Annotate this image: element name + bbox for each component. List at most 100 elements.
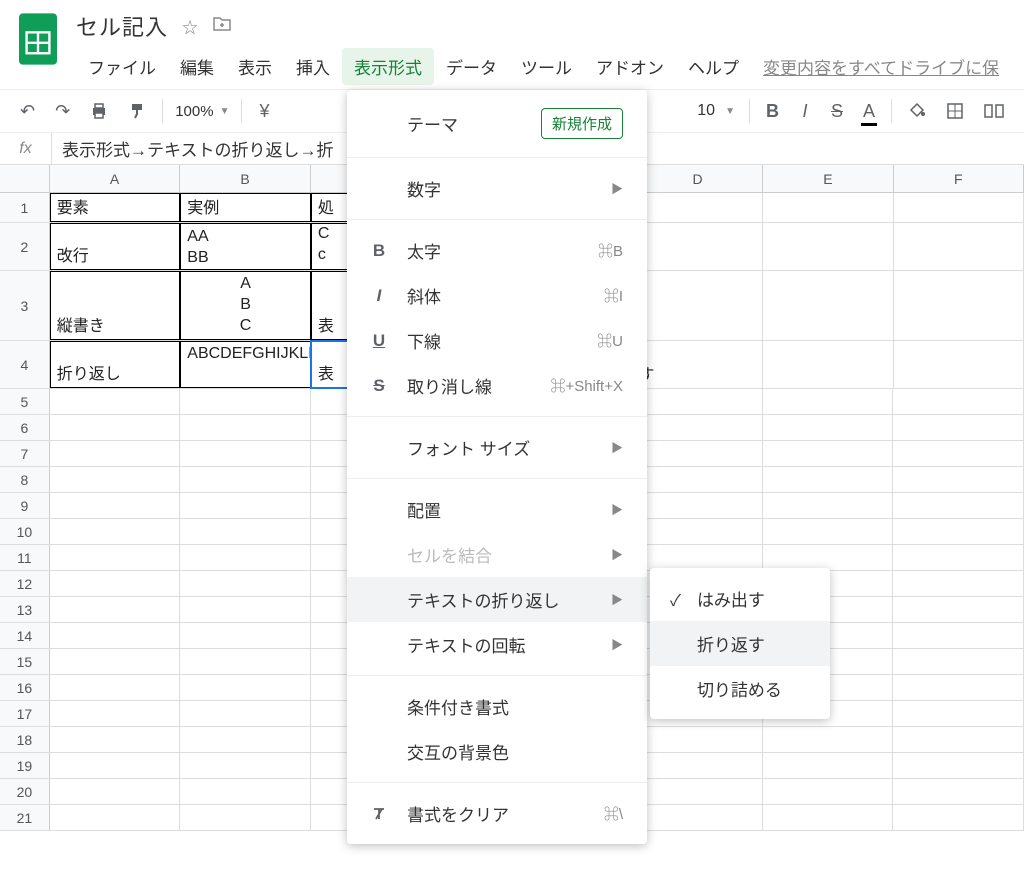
cell[interactable] [763, 805, 894, 830]
cell[interactable] [763, 493, 894, 518]
cell[interactable] [50, 753, 181, 778]
cell[interactable] [180, 805, 311, 830]
row-header[interactable]: 11 [0, 545, 50, 570]
row-header[interactable]: 10 [0, 519, 50, 544]
cell[interactable] [632, 193, 763, 222]
cell[interactable] [763, 193, 894, 222]
cell[interactable] [763, 753, 894, 778]
row-header[interactable]: 4 [0, 341, 50, 388]
row-header[interactable]: 7 [0, 441, 50, 466]
cell[interactable] [763, 223, 894, 270]
cell[interactable] [50, 597, 181, 622]
cell[interactable] [893, 779, 1024, 804]
borders-button[interactable] [938, 96, 972, 126]
wrap-clip[interactable]: ✓切り詰める [650, 666, 830, 711]
row-header[interactable]: 14 [0, 623, 50, 648]
cell[interactable] [763, 389, 894, 414]
cell[interactable] [632, 805, 763, 830]
cell[interactable] [763, 415, 894, 440]
cell[interactable]: す [632, 341, 763, 388]
menu-bold[interactable]: B太字⌘B [347, 228, 647, 273]
cell[interactable] [893, 571, 1024, 596]
undo-button[interactable]: ↶ [12, 95, 43, 128]
row-header[interactable]: 9 [0, 493, 50, 518]
cell[interactable] [763, 779, 894, 804]
cell[interactable]: 実例 [180, 193, 311, 222]
star-icon[interactable]: ☆ [182, 14, 198, 38]
cell[interactable] [180, 753, 311, 778]
cell[interactable] [893, 727, 1024, 752]
cell[interactable]: 改行 [50, 223, 181, 270]
cell[interactable] [894, 271, 1024, 340]
row-header[interactable]: 15 [0, 649, 50, 674]
cell[interactable] [632, 493, 763, 518]
menu-theme[interactable]: テーマ 新規作成 [347, 98, 647, 149]
col-header-e[interactable]: E [763, 165, 893, 192]
cell[interactable] [50, 571, 181, 596]
cell[interactable] [50, 545, 181, 570]
cell[interactable] [893, 441, 1024, 466]
row-header[interactable]: 12 [0, 571, 50, 596]
cell[interactable]: 要素 [50, 193, 181, 222]
menu-tools[interactable]: ツール [509, 48, 584, 85]
menu-text-wrap[interactable]: テキストの折り返し▶ [347, 577, 647, 622]
cell[interactable] [763, 519, 894, 544]
cell[interactable] [763, 271, 894, 340]
menu-italic[interactable]: I斜体⌘I [347, 273, 647, 318]
cell[interactable] [180, 493, 311, 518]
menu-align[interactable]: 配置▶ [347, 487, 647, 532]
cell[interactable] [50, 727, 181, 752]
zoom-select[interactable]: 100%▼ [171, 103, 233, 120]
cell[interactable] [180, 779, 311, 804]
cell[interactable] [50, 389, 181, 414]
row-header[interactable]: 20 [0, 779, 50, 804]
menu-help[interactable]: ヘルプ [676, 48, 751, 85]
select-all-corner[interactable] [0, 165, 50, 192]
menu-text-rotation[interactable]: テキストの回転▶ [347, 622, 647, 667]
row-header[interactable]: 13 [0, 597, 50, 622]
row-header[interactable]: 21 [0, 805, 50, 830]
menu-data[interactable]: データ [434, 48, 509, 85]
italic-button[interactable]: I [791, 95, 819, 128]
cell[interactable]: ABCDEFGHIJKLMNOPQRSTU [180, 341, 311, 388]
menu-format[interactable]: 表示形式 [342, 48, 434, 85]
cell[interactable] [893, 415, 1024, 440]
paint-format-button[interactable] [120, 96, 154, 126]
font-size-select[interactable]: 10▼ [691, 102, 741, 120]
strikethrough-button[interactable]: S [823, 95, 851, 128]
cell[interactable] [893, 519, 1024, 544]
bold-button[interactable]: B [758, 95, 787, 128]
cell[interactable] [180, 545, 311, 570]
cell[interactable] [50, 779, 181, 804]
row-header[interactable]: 8 [0, 467, 50, 492]
cell[interactable] [893, 467, 1024, 492]
col-header-a[interactable]: A [50, 165, 180, 192]
menu-file[interactable]: ファイル [76, 48, 168, 85]
cell[interactable] [180, 389, 311, 414]
save-status[interactable]: 変更内容をすべてドライブに保 [751, 48, 999, 85]
row-header[interactable]: 2 [0, 223, 50, 270]
cell[interactable] [180, 701, 311, 726]
cell[interactable] [180, 675, 311, 700]
col-header-f[interactable]: F [894, 165, 1024, 192]
row-header[interactable]: 3 [0, 271, 50, 340]
cell[interactable] [50, 441, 181, 466]
cell[interactable] [180, 519, 311, 544]
menu-clear-format[interactable]: 書式をクリア⌘\ [347, 791, 647, 836]
cell[interactable] [180, 441, 311, 466]
cell[interactable]: AA BB [180, 223, 311, 270]
cell[interactable] [632, 441, 763, 466]
cell[interactable] [893, 753, 1024, 778]
row-header[interactable]: 6 [0, 415, 50, 440]
document-title[interactable]: セル記入 [76, 10, 168, 42]
sheets-app-icon[interactable] [16, 10, 60, 68]
cell[interactable] [632, 467, 763, 492]
cell[interactable] [180, 467, 311, 492]
row-header[interactable]: 19 [0, 753, 50, 778]
cell[interactable] [893, 675, 1024, 700]
row-header[interactable]: 5 [0, 389, 50, 414]
cell[interactable] [180, 649, 311, 674]
cell[interactable] [50, 649, 181, 674]
cell[interactable] [180, 571, 311, 596]
move-folder-icon[interactable] [212, 16, 232, 37]
